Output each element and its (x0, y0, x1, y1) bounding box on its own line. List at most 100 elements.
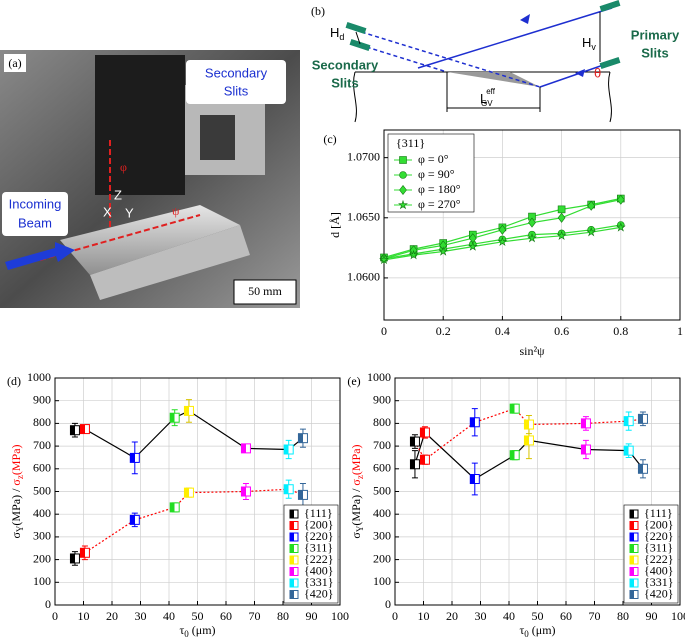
x-tick-label: 60 (560, 609, 572, 623)
x-tick-label: 50 (192, 609, 204, 623)
marker (469, 474, 480, 485)
legend-label: {222} (644, 552, 674, 566)
legend-label: {420} (304, 586, 334, 600)
y-tick-label: 900 (33, 392, 51, 406)
x-tick-label: 0.2 (436, 324, 451, 338)
marker (289, 590, 299, 599)
marker (289, 521, 299, 530)
y-tick-label: 600 (33, 461, 51, 475)
y-tick-label: 300 (373, 529, 391, 543)
slit-label: Slits (641, 45, 668, 60)
marker (283, 444, 294, 455)
x-tick-label: 80 (277, 609, 289, 623)
x-tick-label: 10 (418, 609, 430, 623)
marker (629, 567, 639, 576)
y-tick-label: 900 (373, 392, 391, 406)
plot-frame (383, 129, 681, 321)
marker (289, 567, 299, 576)
label-rest: (MPa) / (349, 486, 363, 526)
legend-label: φ = 270° (418, 197, 461, 211)
legend-label: {400} (304, 563, 334, 577)
photo: Secondary Slits Incoming Beam (a) X Y Z … (0, 50, 300, 308)
photo-label: Beam (18, 215, 52, 230)
slit (349, 39, 371, 51)
x-tick-label: 30 (135, 609, 147, 623)
y-tick-label: 400 (33, 506, 51, 520)
legend-label: {222} (304, 552, 334, 566)
marker (498, 224, 507, 235)
x-tick-label: 80 (617, 609, 629, 623)
marker (289, 578, 299, 588)
marker (615, 222, 626, 232)
label-main: σ (349, 479, 363, 486)
x-tick-label: 30 (475, 609, 487, 623)
x-tick-label: 0.6 (554, 324, 569, 338)
y-tick-label: 200 (373, 551, 391, 565)
label-sub: Y (355, 525, 365, 532)
label-main: σ (349, 532, 363, 539)
legend-label: {111} (304, 506, 333, 520)
scale-bar: 50 mm (248, 284, 282, 298)
beam (539, 61, 613, 88)
marker (509, 450, 520, 461)
slit-label: Slits (331, 75, 358, 90)
marker (409, 436, 420, 447)
label-part: σz(MPa) (9, 444, 25, 485)
series-line (74, 410, 304, 459)
x-tick-label: 20 (106, 609, 118, 623)
sample-base (90, 225, 250, 300)
marker (129, 452, 140, 463)
marker (289, 544, 299, 553)
label-part: σz(MPa) (349, 444, 365, 485)
slit-label: Primary (631, 27, 680, 42)
marker (629, 555, 639, 565)
x-tick-label: 0 (52, 609, 58, 623)
y-tick-label: 200 (33, 551, 51, 565)
x-tick-label: 40 (163, 609, 175, 623)
marker (69, 553, 80, 564)
dim-label: Hv (582, 35, 596, 52)
panel-label: (e) (347, 374, 360, 388)
gauge-volume (447, 72, 540, 87)
x-tick-label: 40 (503, 609, 515, 623)
x-tick-label: 100 (671, 609, 685, 623)
angle-label: φ (120, 160, 127, 174)
legend-label: {200} (644, 517, 674, 531)
marker (240, 443, 251, 454)
x-tick-label: 70 (249, 609, 261, 623)
label-main: σ (9, 479, 23, 486)
slit-window (200, 115, 235, 160)
y-tick-label: 500 (33, 483, 51, 497)
y-axis-label: d [Å] (328, 212, 342, 238)
y-tick-label: 700 (373, 438, 391, 452)
plot-frame (54, 377, 341, 606)
marker (580, 444, 591, 455)
dim-label: Leff GV (480, 87, 496, 108)
marker (79, 547, 90, 558)
legend-label: {311} (644, 540, 673, 554)
x-tick-label: 50 (532, 609, 544, 623)
label-rest: (μm) (529, 623, 556, 637)
marker (523, 419, 534, 430)
slit (599, 0, 621, 12)
legend-label: {331} (644, 575, 674, 589)
marker (419, 454, 430, 465)
marker (557, 212, 566, 223)
marker (469, 417, 480, 428)
marker (240, 486, 251, 497)
label-sub: 0 (524, 629, 529, 639)
marker (623, 416, 634, 427)
label-rest: (MPa) (349, 444, 363, 475)
y-tick-label: 1.0650 (347, 210, 380, 224)
beam (417, 7, 613, 69)
marker (587, 200, 596, 211)
x-tick-label: 0.4 (495, 324, 510, 338)
marker (509, 403, 520, 414)
label-main: τ (519, 623, 524, 637)
marker (69, 425, 80, 436)
marker (467, 241, 478, 251)
x-tick-label: 100 (331, 609, 349, 623)
marker (586, 226, 597, 237)
label-box (4, 54, 26, 72)
